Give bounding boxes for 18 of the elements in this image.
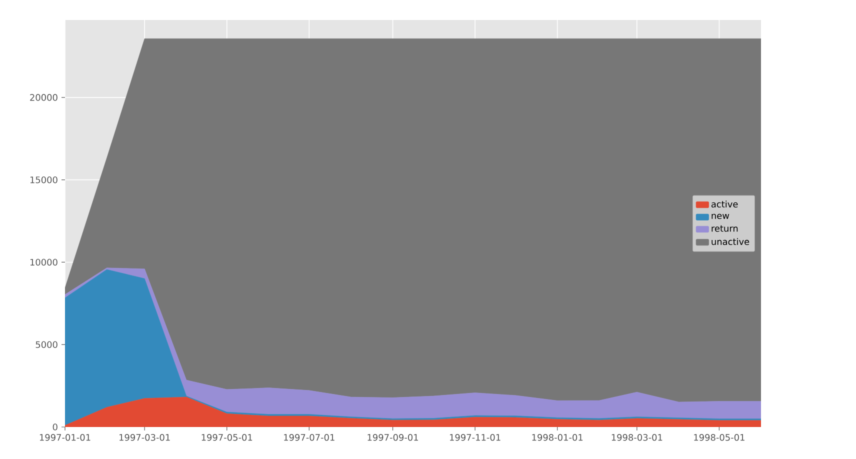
x-tick-label: 1997-01-01 bbox=[40, 434, 90, 441]
x-tick-label: 1998-05-01 bbox=[694, 434, 744, 441]
legend-label: new bbox=[712, 214, 730, 219]
legend-label: return bbox=[712, 225, 738, 232]
x-tick-label: 1997-05-01 bbox=[202, 434, 252, 441]
x-tick-label: 1997-03-01 bbox=[120, 434, 170, 441]
x-tick-label: 1997-09-01 bbox=[368, 434, 418, 441]
legend-label: unactive bbox=[712, 238, 750, 246]
y-tick-label: 0 bbox=[52, 424, 58, 430]
y-tick-label: 20000 bbox=[30, 94, 58, 101]
x-tick-label: 1997-11-01 bbox=[450, 434, 500, 441]
legend-label: active bbox=[711, 200, 738, 208]
y-tick-label: 5000 bbox=[36, 341, 58, 348]
x-tick-label: 1998-01-01 bbox=[532, 434, 583, 441]
y-tick-label: 10000 bbox=[30, 258, 58, 266]
y-tick-label: 15000 bbox=[30, 176, 58, 184]
x-tick-label: 1998-03-01 bbox=[612, 434, 662, 441]
x-tick-label: 1997-07-01 bbox=[284, 434, 334, 441]
